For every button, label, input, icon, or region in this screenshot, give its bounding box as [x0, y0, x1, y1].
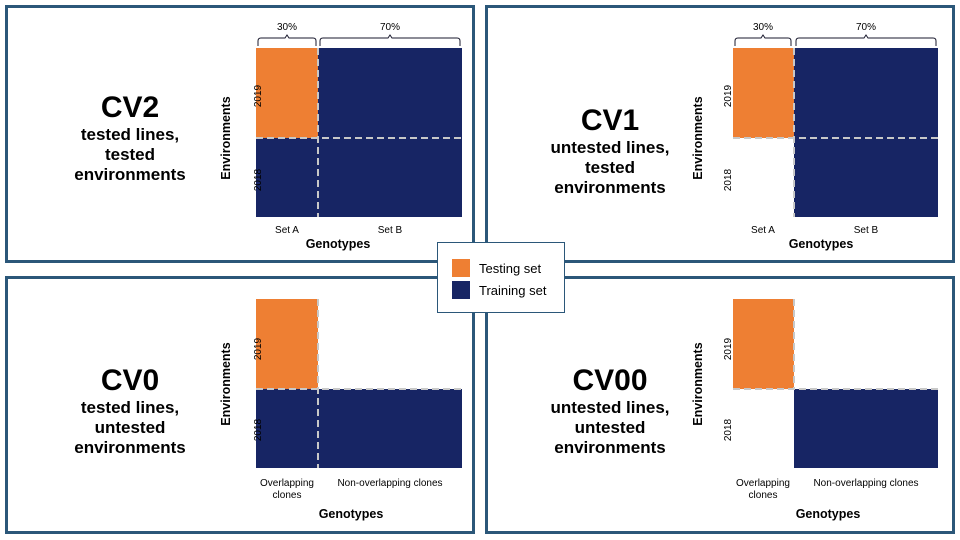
- cv2-title-block: CV2 tested lines, tested environments: [30, 91, 230, 185]
- cv0-col-label-b: Non-overlapping clones: [337, 478, 442, 489]
- cv1-brace-b: [795, 34, 937, 46]
- cv2-y-axis-label: Environments: [219, 96, 233, 179]
- cv0-subtitle-line3: environments: [74, 438, 186, 457]
- cv1-block-2019-set-a: [733, 48, 794, 138]
- cv0-x-axis-label: Genotypes: [319, 507, 384, 521]
- cv1-col-label-a: Set A: [751, 225, 775, 236]
- cv00-subtitle-line1: untested lines,: [550, 398, 670, 417]
- cv00-title-block: CV00 untested lines, untested environmen…: [510, 364, 710, 458]
- cv2-col-label-b: Set B: [378, 225, 403, 236]
- panel-cv0: CV0 tested lines, untested environments …: [5, 276, 475, 534]
- cv0-block-2018-non-overlapping: [318, 389, 462, 468]
- cv2-year-2019: 2019: [253, 84, 264, 107]
- cv2-subtitle-line3: environments: [74, 165, 186, 184]
- cv0-col-label-a-line1: Overlapping: [260, 478, 314, 489]
- cv1-year-2018: 2018: [723, 168, 734, 191]
- cv00-year-2019: 2019: [723, 337, 734, 360]
- cv1-scheme-plot: 30% 70% 2019 2018 Environments Set A Set…: [691, 22, 938, 251]
- legend-swatch-training: [452, 281, 470, 299]
- legend-item-testing: Testing set: [452, 259, 541, 277]
- legend-label-testing: Testing set: [479, 260, 542, 276]
- legend-swatch-testing: [452, 259, 470, 277]
- cv1-year-2019: 2019: [723, 84, 734, 107]
- cv00-year-2018: 2018: [723, 418, 734, 441]
- cv0-title: CV0: [100, 364, 160, 397]
- cv00-title: CV00: [572, 364, 648, 397]
- cv00-block-2019-overlapping: [733, 299, 794, 389]
- cv2-subtitle-line2: tested: [104, 145, 156, 164]
- cv1-subtitle-line1: untested lines,: [550, 138, 670, 157]
- cv2-block-2018-set-b: [318, 138, 462, 217]
- cv2-year-2018: 2018: [253, 168, 264, 191]
- cv0-scheme-plot: 2019 2018 Environments Overlapping clone…: [219, 299, 462, 521]
- cv0-block-2019-overlapping: [256, 299, 318, 389]
- panel-cv00: CV00 untested lines, untested environmen…: [485, 276, 955, 534]
- cv2-x-axis-label: Genotypes: [306, 237, 371, 251]
- cv1-pct-a: 30%: [753, 22, 773, 33]
- cv2-scheme-plot: 30% 70% 2019 2018 Environments Set A Set…: [219, 22, 462, 251]
- cv2-pct-a: 30%: [277, 22, 297, 33]
- cv2-block-2019-set-b: [318, 48, 462, 138]
- cv2-subtitle-line1: tested lines,: [80, 125, 180, 144]
- cv1-title-block: CV1 untested lines, tested environments: [510, 104, 710, 198]
- cv00-col-label-a-line1: Overlapping: [736, 478, 790, 489]
- cv1-y-axis-label: Environments: [691, 96, 705, 179]
- legend-item-training: Training set: [452, 281, 546, 299]
- cv1-subtitle-line3: environments: [554, 178, 666, 197]
- cv0-year-2018: 2018: [253, 418, 264, 441]
- cv00-scheme-plot: 2019 2018 Environments Overlapping clone…: [691, 299, 938, 521]
- cv2-pct-b: 70%: [380, 22, 400, 33]
- cv0-block-2018-overlapping: [256, 389, 318, 468]
- cv0-title-block: CV0 tested lines, untested environments: [30, 364, 230, 458]
- cv1-col-label-b: Set B: [854, 225, 879, 236]
- cv1-pct-b: 70%: [856, 22, 876, 33]
- cv2-block-2019-set-a: [256, 48, 318, 138]
- cv0-subtitle-line1: tested lines,: [80, 398, 180, 417]
- legend-label-training: Training set: [479, 282, 547, 298]
- cv2-title: CV2: [100, 91, 160, 124]
- legend: Testing set Training set: [437, 242, 565, 313]
- cv0-year-2019: 2019: [253, 337, 264, 360]
- cv00-subtitle-line3: environments: [554, 438, 666, 457]
- cv2-brace-a: [257, 34, 317, 46]
- cv00-x-axis-label: Genotypes: [796, 507, 861, 521]
- panel-cv2: CV2 tested lines, tested environments 30…: [5, 5, 475, 263]
- cv2-brace-b: [319, 34, 461, 46]
- cv1-title: CV1: [580, 104, 640, 137]
- panel-cv1: CV1 untested lines, tested environments …: [485, 5, 955, 263]
- cv1-brace-a: [734, 34, 792, 46]
- cv1-block-2019-set-b: [794, 48, 938, 138]
- cv1-x-axis-label: Genotypes: [789, 237, 854, 251]
- cv00-col-label-b: Non-overlapping clones: [813, 478, 918, 489]
- cv00-col-label-a-line2: clones: [749, 490, 778, 501]
- cv00-y-axis-label: Environments: [691, 342, 705, 425]
- cv2-block-2018-set-a: [256, 138, 318, 217]
- cv2-col-label-a: Set A: [275, 225, 299, 236]
- cv0-col-label-a-line2: clones: [273, 490, 302, 501]
- cv00-block-2018-non-overlapping: [794, 389, 938, 468]
- cv1-subtitle-line2: tested: [584, 158, 636, 177]
- cv1-block-2018-set-b: [794, 138, 938, 217]
- cv00-subtitle-line2: untested: [574, 418, 646, 437]
- cv0-y-axis-label: Environments: [219, 342, 233, 425]
- cv0-subtitle-line2: untested: [94, 418, 166, 437]
